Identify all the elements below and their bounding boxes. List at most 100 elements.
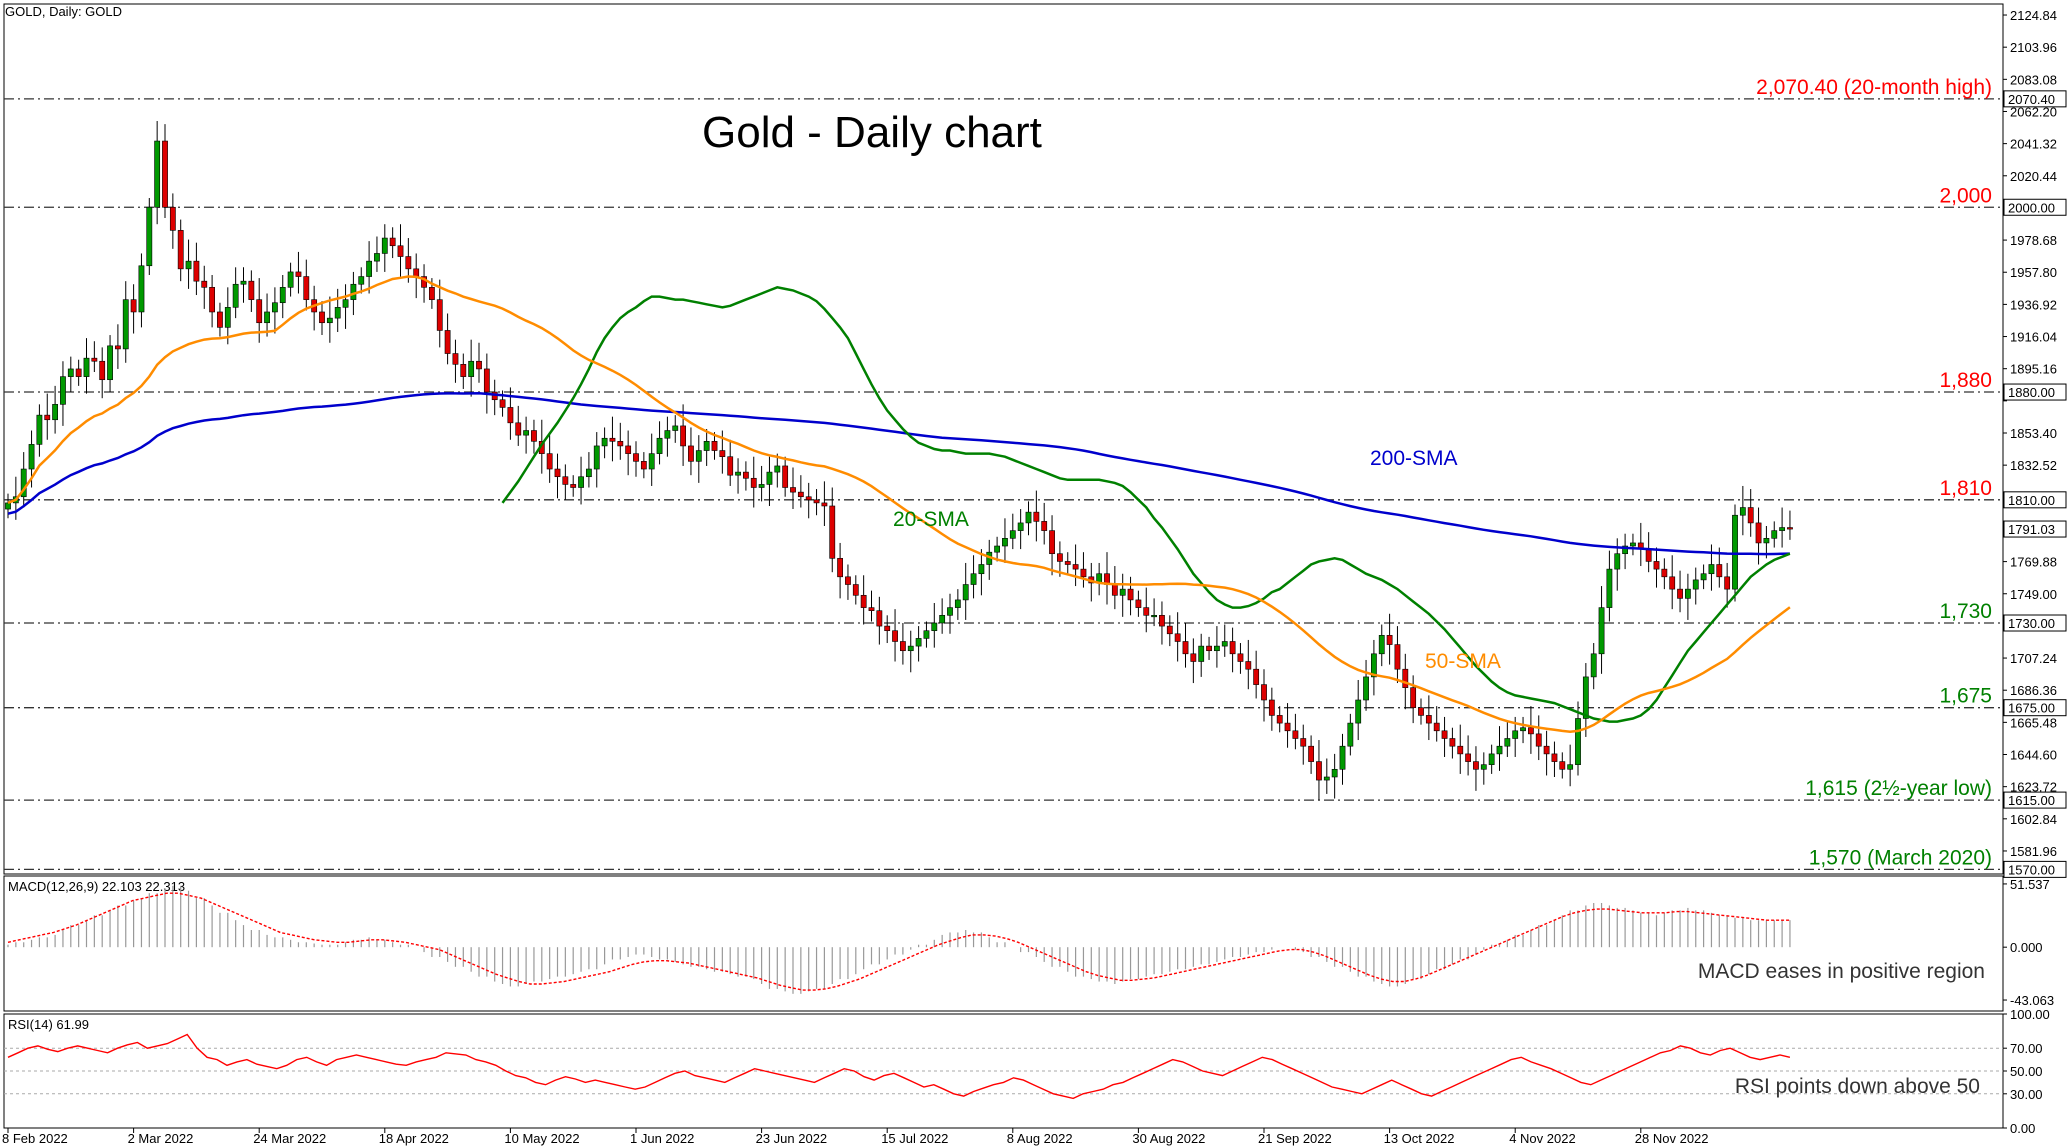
level-label: 2,000: [1939, 184, 1992, 207]
candle-body: [1127, 588, 1134, 601]
last-price-tag: 1791.03: [2003, 520, 2067, 538]
date-tick-label: 8 Feb 2022: [2, 1131, 68, 1146]
candle-body: [994, 545, 1000, 553]
price-tick-label: 2083.08: [2010, 72, 2057, 87]
candle-body: [758, 484, 765, 488]
candle-body: [742, 471, 749, 479]
candle-body: [1630, 542, 1636, 547]
candle-body: [640, 461, 647, 470]
candle-body: [1739, 507, 1746, 516]
candle-body: [36, 414, 43, 445]
candle-body: [1771, 530, 1778, 539]
candle-body: [1590, 653, 1597, 678]
candle-body: [1520, 727, 1526, 732]
price-tick-label: 1832.52: [2010, 458, 2057, 473]
level-label: 1,615 (2½-year low): [1805, 777, 1992, 800]
candle-body: [680, 425, 686, 447]
candle-body: [444, 330, 451, 354]
level-price-tag-text: 1675.00: [2008, 701, 2055, 716]
candle-body: [1512, 730, 1519, 739]
date-tick-label: 8 Aug 2022: [1007, 1131, 1073, 1146]
candle-body: [703, 441, 710, 451]
candle-body: [20, 468, 27, 498]
candle-body: [154, 140, 161, 208]
candle-body: [625, 445, 632, 454]
level-price-tag: [2003, 614, 2067, 632]
candle-body: [1276, 715, 1283, 724]
candle-body: [1551, 753, 1558, 762]
candle-body: [366, 260, 372, 277]
candle-body: [1567, 764, 1574, 770]
candle-body: [1543, 745, 1550, 755]
price-tick-label: 1581.96: [2010, 844, 2057, 859]
macd-label: MACD(12,26,9) 22.103 22.313: [8, 879, 185, 894]
candle-body: [1064, 561, 1071, 565]
candle-body: [899, 641, 906, 652]
candle-body: [1119, 588, 1126, 596]
candle-body: [1072, 564, 1079, 570]
candle-body: [978, 564, 985, 575]
candle-body: [1111, 584, 1118, 596]
price-tick-label: 1749.00: [2010, 587, 2057, 602]
candle-body: [460, 364, 467, 377]
candle-body: [1253, 668, 1260, 685]
candle-body: [1425, 715, 1432, 724]
date-tick-label: 2 Mar 2022: [128, 1131, 194, 1146]
candle-body: [1661, 568, 1668, 578]
candle-body: [342, 299, 349, 308]
candle-body: [931, 622, 938, 632]
candle-body: [1488, 753, 1495, 765]
candle-body: [1229, 641, 1236, 655]
price-tick-label: 1895.16: [2010, 362, 2057, 377]
candle-body: [405, 256, 412, 270]
candle-body: [483, 368, 490, 393]
candle-body: [295, 271, 302, 277]
candle-body: [1190, 653, 1197, 662]
candle-body: [303, 276, 310, 300]
level-price-tag: [2003, 491, 2067, 509]
price-tick-label: 1769.88: [2010, 555, 2057, 570]
candle-body: [1166, 625, 1173, 635]
candle-body: [1708, 564, 1715, 575]
candle-body: [1677, 588, 1683, 599]
candle-body: [845, 576, 851, 585]
candle-body: [735, 471, 741, 476]
sma200-label: 200-SMA: [1370, 447, 1458, 470]
date-tick-label: 24 Mar 2022: [253, 1131, 326, 1146]
candle-body: [1394, 644, 1401, 670]
candle-body: [774, 465, 781, 473]
candle-body: [1371, 653, 1377, 678]
date-tick-label: 10 May 2022: [504, 1131, 579, 1146]
macd-annotation: MACD eases in positive region: [1698, 960, 1985, 983]
level-label: 1,810: [1939, 477, 1992, 500]
candle-body: [947, 607, 953, 616]
candle-body: [67, 368, 74, 377]
macd-tick-label: 0.000: [2010, 940, 2043, 955]
candle-body: [1057, 553, 1063, 562]
rsi-tick-label: 100.00: [2010, 1007, 2050, 1022]
candle-body: [939, 615, 946, 624]
candle-body: [169, 206, 176, 231]
candle-body: [672, 425, 679, 431]
candle-body: [797, 491, 804, 498]
candle-body: [1559, 761, 1566, 770]
candle-body: [585, 468, 592, 478]
candle-body: [1049, 530, 1055, 555]
date-tick-label: 15 Jul 2022: [881, 1131, 948, 1146]
candle-body: [1504, 738, 1511, 747]
sma20-label: 20-SMA: [893, 508, 969, 531]
candle-body: [130, 299, 137, 313]
candle-body: [177, 230, 184, 270]
candle-body: [1221, 641, 1228, 647]
candle-body: [279, 287, 286, 304]
candle-body: [523, 430, 529, 436]
candle-body: [664, 430, 671, 439]
candle-body: [860, 594, 867, 608]
candle-body: [326, 317, 333, 324]
level-price-tag-text: 1615.00: [2008, 793, 2055, 808]
candle-body: [962, 584, 969, 601]
chart-header: GOLD, Daily: GOLD: [5, 4, 122, 19]
sma50-line: [7, 275, 1791, 733]
candle-body: [1402, 668, 1409, 688]
